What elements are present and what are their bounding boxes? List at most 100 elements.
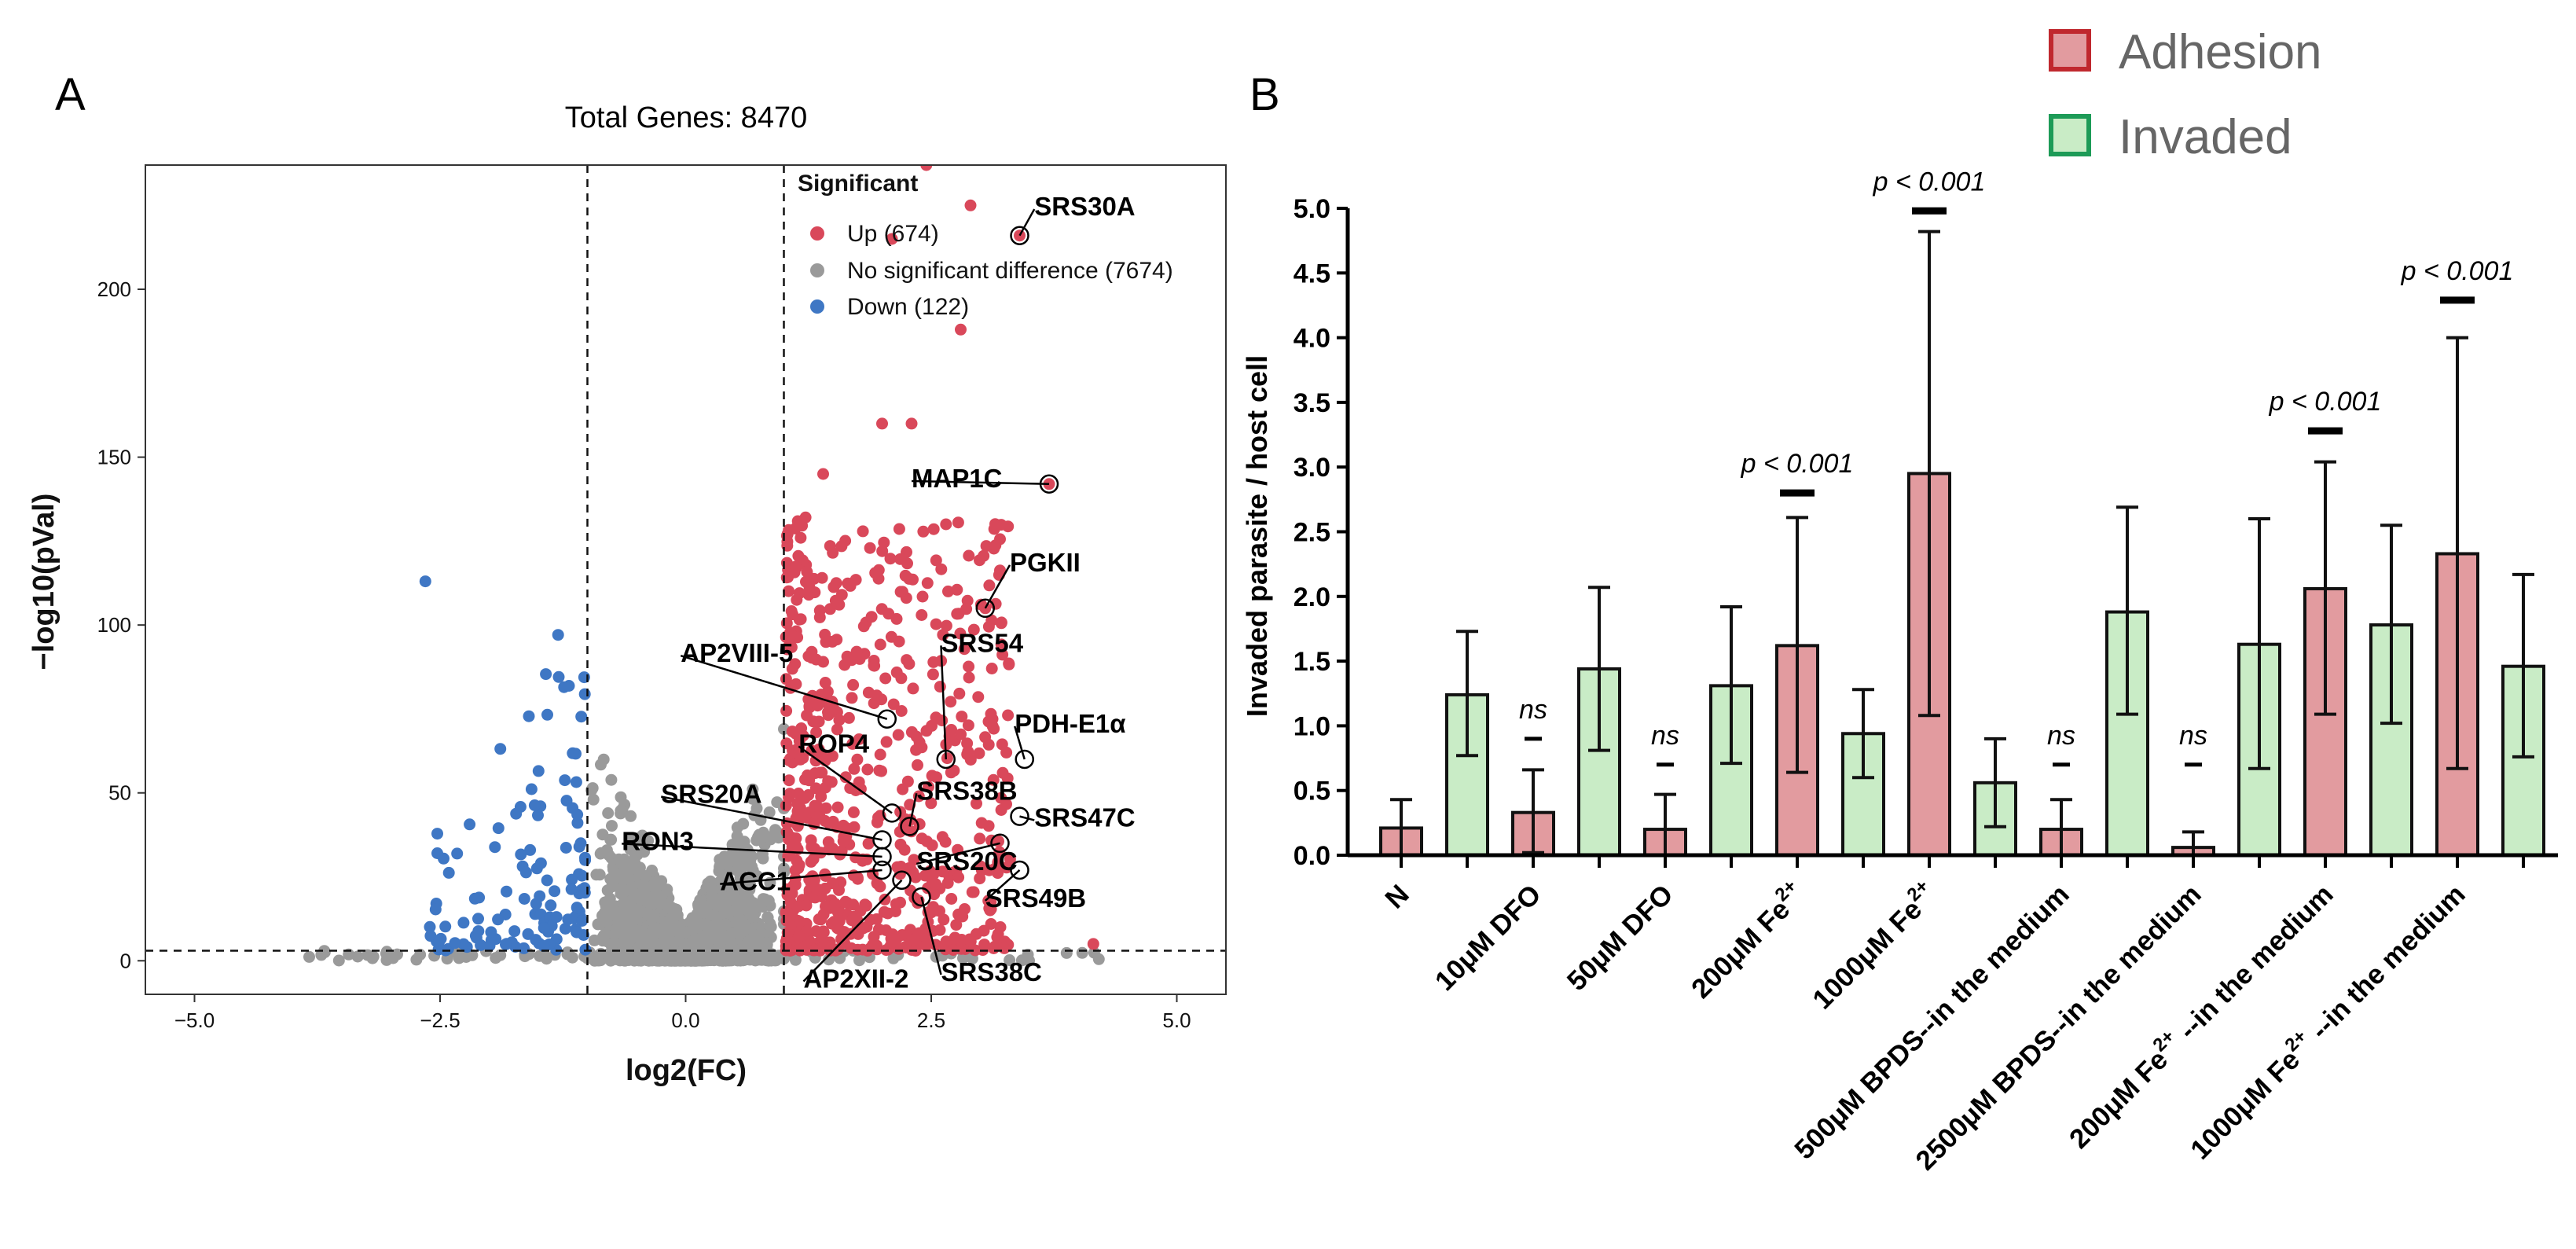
x-tick-label: 2.5 (917, 1008, 945, 1032)
significance-label: p < 0.001 (2269, 387, 2382, 417)
data-point (986, 713, 999, 726)
bar-y-tick-label: 1.0 (1294, 711, 1330, 741)
data-point (680, 926, 692, 939)
data-point (566, 873, 578, 886)
data-point (746, 861, 758, 873)
data-point (857, 620, 870, 633)
data-point (940, 518, 952, 531)
data-point (615, 791, 627, 803)
data-point (492, 822, 505, 835)
error-bar (2248, 517, 2270, 770)
data-point (963, 660, 975, 673)
data-point (963, 549, 975, 562)
data-point (974, 872, 986, 885)
gene-point-highlight (872, 860, 892, 880)
data-point (756, 937, 769, 950)
data-point (1002, 709, 1015, 722)
data-point (747, 897, 760, 909)
error-bar (1786, 516, 1808, 774)
data-point (987, 773, 1000, 786)
data-point (962, 745, 974, 758)
data-point (787, 630, 799, 642)
data-point (833, 714, 846, 726)
data-point (541, 708, 553, 721)
data-point (1001, 772, 1014, 784)
data-point (538, 922, 550, 935)
data-point (829, 898, 842, 910)
data-point (492, 913, 505, 926)
data-point (913, 927, 926, 939)
data-point (964, 199, 977, 211)
data-point (927, 523, 940, 535)
data-point (985, 614, 998, 626)
data-point (457, 938, 470, 950)
data-point (950, 919, 963, 931)
data-point (837, 835, 849, 847)
data-point (780, 915, 793, 927)
gene-leader-line (798, 745, 893, 814)
category-label: 200μM Fe2+ (1682, 876, 1811, 1005)
error-bar (1588, 586, 1610, 752)
threshold-lines (145, 165, 1226, 994)
gene-point-highlight (1039, 474, 1059, 494)
data-point (697, 918, 710, 931)
data-point (824, 540, 836, 553)
bar-chart: ns ns p < 0.001 p < 0.001 ns ns p < 0.001 p < 0… (1241, 25, 2558, 1176)
data-point (626, 833, 638, 846)
data-point (593, 869, 606, 881)
data-point (955, 728, 967, 740)
data-point (979, 731, 992, 744)
data-point (805, 855, 817, 868)
data-point (414, 949, 427, 961)
data-point (893, 635, 905, 648)
data-point (925, 797, 938, 810)
legend-marker-up (810, 226, 824, 241)
data-point (783, 792, 795, 804)
volcano-title: Total Genes: 8470 (565, 101, 807, 134)
x-tick-label: 5.0 (1162, 1008, 1191, 1032)
data-point (820, 636, 832, 648)
legend-label-down: Down (122) (847, 294, 969, 320)
data-point (638, 846, 651, 858)
data-point (916, 590, 929, 603)
data-point (515, 848, 527, 861)
data-point (874, 638, 886, 651)
data-point (883, 608, 895, 620)
data-point (599, 906, 611, 919)
data-point (817, 468, 829, 480)
data-point (827, 581, 840, 593)
data-point (913, 736, 926, 748)
data-point (964, 935, 977, 948)
data-point (934, 905, 945, 917)
y-tick-label: 200 (97, 277, 131, 301)
data-point (930, 878, 942, 891)
data-point (560, 842, 572, 854)
data-point (824, 603, 836, 615)
data-point (995, 804, 1007, 816)
data-point (886, 233, 898, 245)
data-point (945, 696, 957, 708)
data-point (366, 952, 379, 964)
bar-y-tick-label: 4.5 (1294, 259, 1330, 288)
data-point (500, 939, 512, 950)
data-point (610, 923, 622, 935)
data-point (819, 677, 831, 689)
data-point (879, 672, 892, 685)
data-point (613, 853, 625, 865)
data-point (887, 698, 900, 711)
gene-leader-line (920, 896, 942, 975)
gene-point-highlight (1010, 806, 1029, 826)
data-point (989, 597, 1002, 610)
data-point (1087, 938, 1099, 950)
data-point (802, 769, 813, 781)
data-point (660, 935, 672, 948)
data-point (439, 920, 452, 933)
data-point (571, 926, 582, 939)
data-point (567, 747, 579, 759)
data-point (802, 650, 815, 663)
error-bar (1984, 737, 2006, 828)
gene-label: SRS20A (661, 780, 761, 809)
data-point (975, 817, 988, 829)
gene-point-highlight (877, 709, 897, 729)
data-point (578, 688, 591, 700)
